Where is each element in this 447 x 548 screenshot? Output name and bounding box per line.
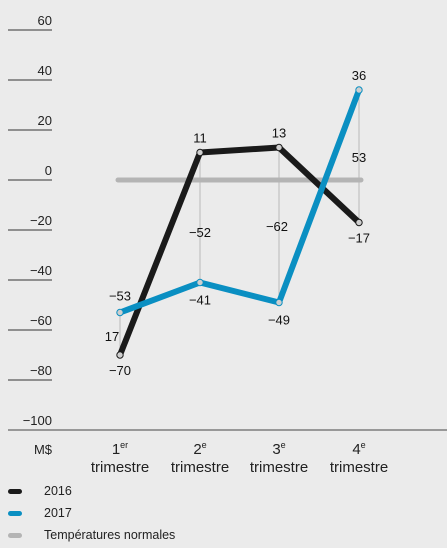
- y-tick-label: −40: [30, 263, 52, 278]
- data-labels: −70 11 13 −17 −53 −41 −49 36 17 −52 −62 53: [105, 68, 370, 378]
- series-line-2016: [117, 144, 362, 358]
- difference-label: −52: [189, 225, 211, 240]
- data-point-2017: [355, 86, 363, 94]
- data-point-2017: [196, 278, 204, 287]
- y-tick-label: 0: [45, 163, 52, 178]
- data-point-2016: [355, 218, 363, 227]
- y-tick-label: −60: [30, 313, 52, 328]
- data-label-2016: −17: [348, 231, 370, 246]
- data-label-2017: −53: [109, 289, 131, 304]
- category-label: 1er: [112, 440, 128, 458]
- legend: 2016 2017 Températures normales: [8, 480, 175, 546]
- data-point-2017: [275, 298, 283, 307]
- y-tick-label: 40: [38, 63, 52, 78]
- difference-label: −62: [266, 219, 288, 234]
- data-label-2017: −49: [268, 313, 290, 328]
- category-labels: 1ertrimestre2etrimestre3etrimestre4etrim…: [91, 440, 388, 476]
- legend-item-normal-temperatures: Températures normales: [8, 524, 175, 546]
- data-label-2016: −70: [109, 363, 131, 378]
- category-label: 4e: [352, 440, 365, 458]
- data-label-2017: 36: [352, 68, 366, 83]
- legend-item-2017: 2017: [8, 502, 175, 524]
- legend-label-2016: 2016: [44, 484, 72, 498]
- unit-label: M$: [34, 442, 53, 457]
- legend-swatch-2016: [8, 488, 22, 494]
- data-point-2016: [275, 143, 283, 152]
- legend-label-normal-temperatures: Températures normales: [44, 528, 176, 542]
- category-label-word: trimestre: [91, 459, 149, 476]
- difference-lines: [119, 90, 360, 355]
- legend-item-2016: 2016: [8, 480, 175, 502]
- y-tick-label: −80: [30, 363, 52, 378]
- data-label-2016: 13: [272, 126, 286, 141]
- y-tick-label: 60: [38, 13, 52, 28]
- data-point-2016: [116, 351, 124, 359]
- difference-label: 53: [352, 150, 366, 165]
- y-axis: 60 40 20 0 −20 −40 −60 −80 −100 M$: [8, 13, 53, 457]
- series-line-2017: [117, 87, 362, 316]
- category-label-word: trimestre: [330, 459, 388, 476]
- series-lines: [115, 86, 364, 359]
- data-label-2016: 11: [193, 131, 207, 146]
- legend-swatch-normal-temperatures: [8, 532, 22, 538]
- data-label-2017: −41: [189, 293, 211, 308]
- category-label-word: trimestre: [250, 459, 308, 476]
- y-tick-label: −100: [23, 413, 52, 428]
- category-label: 2e: [193, 440, 206, 458]
- legend-label-2017: 2017: [44, 506, 72, 520]
- difference-label: 17: [105, 329, 119, 344]
- category-label-word: trimestre: [171, 459, 229, 476]
- data-point-2017: [116, 308, 124, 317]
- legend-swatch-2017: [8, 510, 22, 516]
- category-label: 3e: [272, 440, 285, 458]
- y-tick-label: −20: [30, 213, 52, 228]
- data-point-2016: [196, 148, 204, 157]
- y-tick-label: 20: [38, 113, 52, 128]
